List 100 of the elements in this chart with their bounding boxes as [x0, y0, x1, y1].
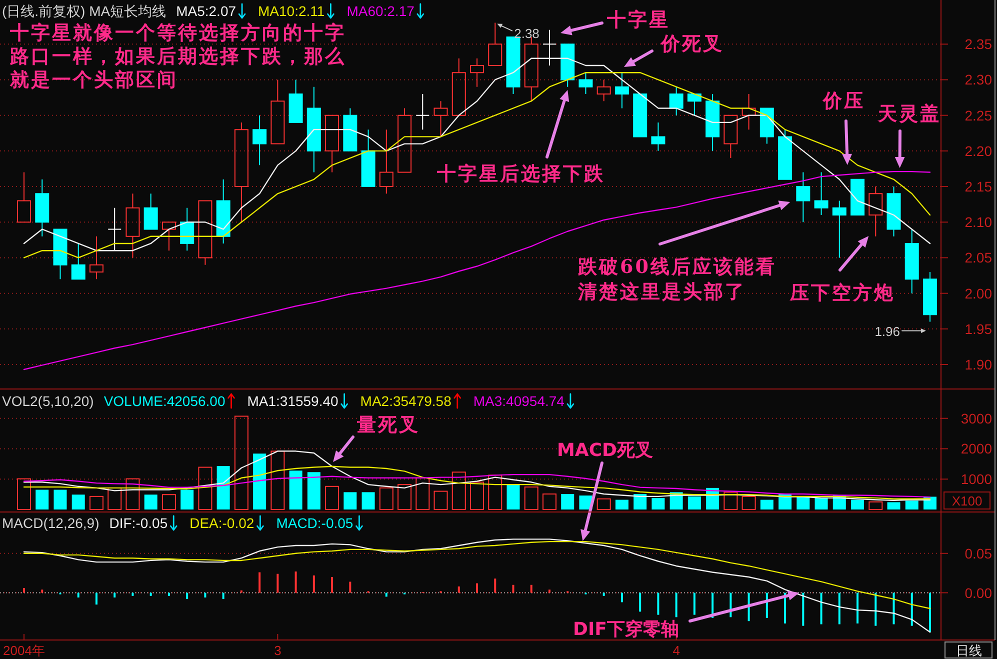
bar [253, 454, 266, 510]
bar [276, 574, 279, 593]
candlestick [162, 222, 176, 252]
y-tick-label: 2.15 [964, 178, 992, 195]
candlestick [850, 178, 865, 216]
x-tick-label: 3 [274, 642, 282, 658]
text: MA60:2.17 [346, 3, 415, 19]
chart-title: (日线.前复权) MA短长均线 [2, 3, 166, 19]
bar [294, 571, 297, 593]
y-tick-label: 1000 [960, 471, 992, 488]
bar [742, 496, 756, 510]
chart-title: VOL2(5,10,20) [2, 393, 94, 409]
bar [602, 592, 605, 596]
candlestick [398, 108, 412, 173]
candlestick [796, 172, 810, 223]
annotation: 十字星就像一个等待选择方向的十字路口一样，如果后期选择下跌，那么就是一个头部区间 [9, 22, 346, 91]
candlestick [379, 129, 394, 194]
annotation: 跌破60线后应该能看清楚这里是头部了 [577, 256, 776, 303]
candlestick [53, 228, 68, 280]
bar [349, 582, 352, 593]
bar [506, 484, 520, 510]
line-series [23, 466, 931, 500]
bar [240, 590, 242, 593]
candlestick [434, 100, 448, 138]
annotation: 1.96 [874, 323, 900, 338]
bar [675, 592, 678, 618]
bar [796, 496, 810, 510]
bar [379, 487, 394, 510]
y-tick-label: 2.00 [964, 285, 992, 302]
bar [234, 416, 248, 510]
bar [126, 478, 140, 510]
bar [23, 588, 25, 593]
bar [652, 498, 665, 510]
bar [270, 450, 285, 510]
bar [910, 592, 913, 626]
candlestick [306, 86, 321, 173]
series-label: VOLUME:42056.00 [104, 393, 226, 409]
candlestick [234, 122, 248, 223]
bar [760, 500, 774, 510]
bar [887, 502, 900, 510]
candlestick [180, 207, 194, 252]
candlestick [35, 178, 50, 237]
candlestick [416, 93, 430, 130]
text: MA5:2.07 [176, 3, 236, 19]
bar [596, 498, 611, 510]
annotation: 价压 [822, 90, 865, 112]
bar [312, 575, 315, 593]
bar [838, 592, 840, 624]
bar [331, 577, 334, 593]
bar [77, 592, 80, 598]
text: DIF:-0.05 [109, 515, 168, 531]
bar [524, 486, 538, 510]
candlestick [560, 44, 575, 88]
candlestick [778, 129, 792, 180]
x-tick-label: 2004年 [3, 642, 45, 658]
annotation: 压下空方炮 [789, 282, 895, 304]
annotation: DIF下穿零轴 [573, 618, 679, 640]
y-tick-label: 0.00 [964, 584, 992, 601]
bar [657, 592, 660, 615]
bar [150, 592, 152, 596]
text: MA2:35479.58 [360, 393, 452, 409]
bar [222, 592, 224, 600]
bar [398, 484, 412, 510]
y-tick-label: 2.10 [964, 214, 992, 230]
candlestick [578, 72, 593, 94]
annotation: 十字星后选择下跌 [436, 163, 605, 185]
candlestick [814, 172, 828, 216]
candlestick [742, 93, 756, 130]
candlestick [270, 79, 285, 144]
y-tick-label: 1.90 [964, 356, 992, 373]
annotation: MACD死叉 [557, 440, 653, 460]
chart-title: MACD(12,26,9) [2, 515, 100, 531]
bar [892, 592, 895, 624]
candlestick [470, 58, 484, 88]
bar [470, 482, 484, 510]
y-tick-label: 2.25 [964, 107, 992, 124]
text: MA10:2.11 [258, 3, 325, 19]
bar [89, 496, 104, 510]
candlestick [71, 242, 86, 280]
bar [688, 496, 701, 510]
y-tick-label: 0.05 [964, 545, 992, 562]
bar [620, 592, 623, 602]
bar [561, 494, 574, 510]
y-tick-label: 2.30 [964, 72, 992, 88]
line-series [23, 474, 931, 498]
bar [512, 584, 514, 593]
candlestick [108, 207, 122, 252]
candlestick [706, 93, 720, 152]
annotation: 2.38 [514, 25, 540, 40]
bar [494, 578, 496, 593]
bar [814, 498, 828, 510]
bar [851, 500, 864, 510]
bar [488, 474, 502, 510]
candlestick [832, 200, 846, 258]
bar [216, 466, 230, 510]
candlestick [216, 178, 230, 244]
bar [198, 466, 212, 510]
y-tick-label: 2.20 [964, 142, 992, 159]
candlestick [760, 108, 774, 144]
bar [36, 490, 49, 510]
